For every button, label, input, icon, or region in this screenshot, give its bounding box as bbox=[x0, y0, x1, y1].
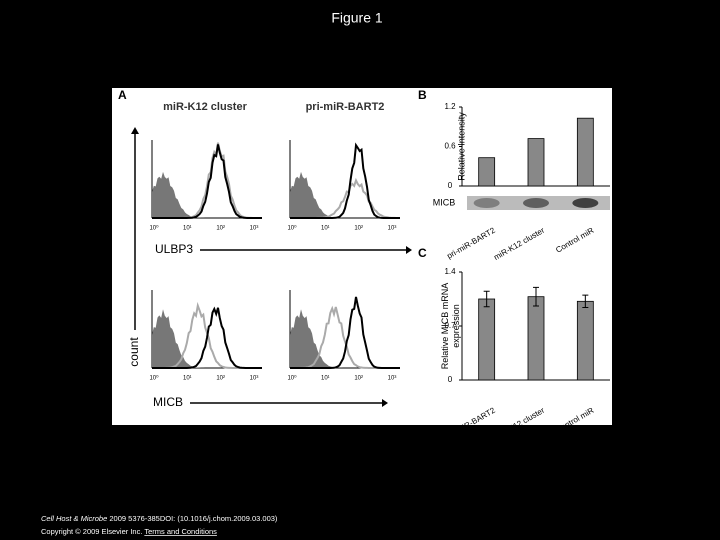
bar bbox=[576, 117, 594, 187]
panel-letter: B bbox=[418, 88, 427, 102]
sample-histogram bbox=[152, 144, 262, 219]
arrow-head bbox=[406, 246, 412, 254]
sample-histogram bbox=[290, 296, 400, 369]
hist-tick-label: 10² bbox=[354, 226, 363, 232]
hist-tick-label: 10⁰ bbox=[287, 225, 297, 232]
panel-title: miR-K12 cluster bbox=[163, 101, 247, 113]
hist-tick-label: 10⁰ bbox=[149, 375, 159, 382]
control-histogram bbox=[152, 171, 262, 218]
hist-tick-label: 10² bbox=[216, 226, 225, 232]
sample-histogram bbox=[152, 306, 262, 369]
hist-tick-label: 10¹ bbox=[321, 376, 330, 382]
y-tick-label: 0 bbox=[448, 181, 453, 190]
axis-label: MICB bbox=[153, 395, 183, 409]
sample-histogram bbox=[290, 142, 400, 219]
footer-copyright: Copyright © 2009 Elsevier Inc. Terms and… bbox=[41, 527, 217, 536]
error-bar bbox=[582, 294, 589, 308]
blot-spot bbox=[572, 198, 599, 208]
y-axis-label: Relative Intensity bbox=[456, 112, 466, 181]
hist-tick-label: 10¹ bbox=[321, 226, 330, 232]
y-tick-label: 1.4 bbox=[444, 267, 456, 276]
bar bbox=[527, 138, 545, 187]
footer-citation: Cell Host & Microbe 2009 5376-385DOI: (1… bbox=[41, 514, 278, 523]
hist-tick-label: 10³ bbox=[250, 226, 259, 232]
axis-label: ULBP3 bbox=[155, 242, 193, 256]
y-axis-label-line: expression bbox=[451, 304, 461, 348]
hist-tick-label: 10¹ bbox=[183, 226, 192, 232]
bar bbox=[478, 157, 496, 187]
y-tick-label: 0.7 bbox=[444, 321, 456, 330]
y-tick-label: 0 bbox=[448, 375, 453, 384]
blot-spot bbox=[473, 198, 500, 208]
y-tick-label: 1.2 bbox=[444, 102, 456, 111]
panel-letter: A bbox=[118, 88, 127, 102]
hist-tick-label: 10⁰ bbox=[287, 375, 297, 382]
bar bbox=[478, 298, 496, 381]
y-tick-label: 0.6 bbox=[444, 142, 456, 151]
panel-title: pri-miR-BART2 bbox=[306, 101, 385, 113]
slide-title: Figure 1 bbox=[331, 10, 383, 26]
arrow-head bbox=[382, 399, 388, 407]
blot-spot bbox=[523, 198, 549, 208]
hist-tick-label: 10¹ bbox=[183, 376, 192, 382]
error-bar bbox=[533, 286, 539, 307]
hist-tick-label: 10³ bbox=[388, 376, 397, 382]
bar bbox=[527, 296, 545, 381]
bar bbox=[576, 300, 594, 381]
hist-tick-label: 10³ bbox=[250, 376, 259, 382]
citation: 2009 5376-385DOI: (10.1016/j.chom.2009.0… bbox=[109, 514, 278, 523]
copyright: Copyright © 2009 Elsevier Inc. bbox=[41, 527, 142, 536]
error-bar bbox=[483, 290, 490, 308]
control-histogram bbox=[152, 309, 262, 368]
journal: Cell Host & Microbe bbox=[41, 514, 107, 523]
panel-letter: C bbox=[418, 246, 427, 260]
arrow-head bbox=[131, 127, 139, 134]
axis-label: count bbox=[127, 337, 141, 367]
control-histogram bbox=[290, 309, 400, 368]
y-axis-label-line: Relative MICB mRNA bbox=[440, 283, 450, 370]
hist-tick-label: 10⁰ bbox=[149, 225, 159, 232]
y-axis-label: Relative MICB mRNAexpression bbox=[440, 283, 461, 370]
control-histogram bbox=[290, 171, 400, 218]
hist-tick-label: 10² bbox=[216, 376, 225, 382]
terms-link[interactable]: Terms and Conditions bbox=[144, 527, 217, 536]
hist-tick-label: 10³ bbox=[388, 226, 397, 232]
hist-tick-label: 10² bbox=[354, 376, 363, 382]
blot-label: MICB bbox=[433, 197, 456, 207]
